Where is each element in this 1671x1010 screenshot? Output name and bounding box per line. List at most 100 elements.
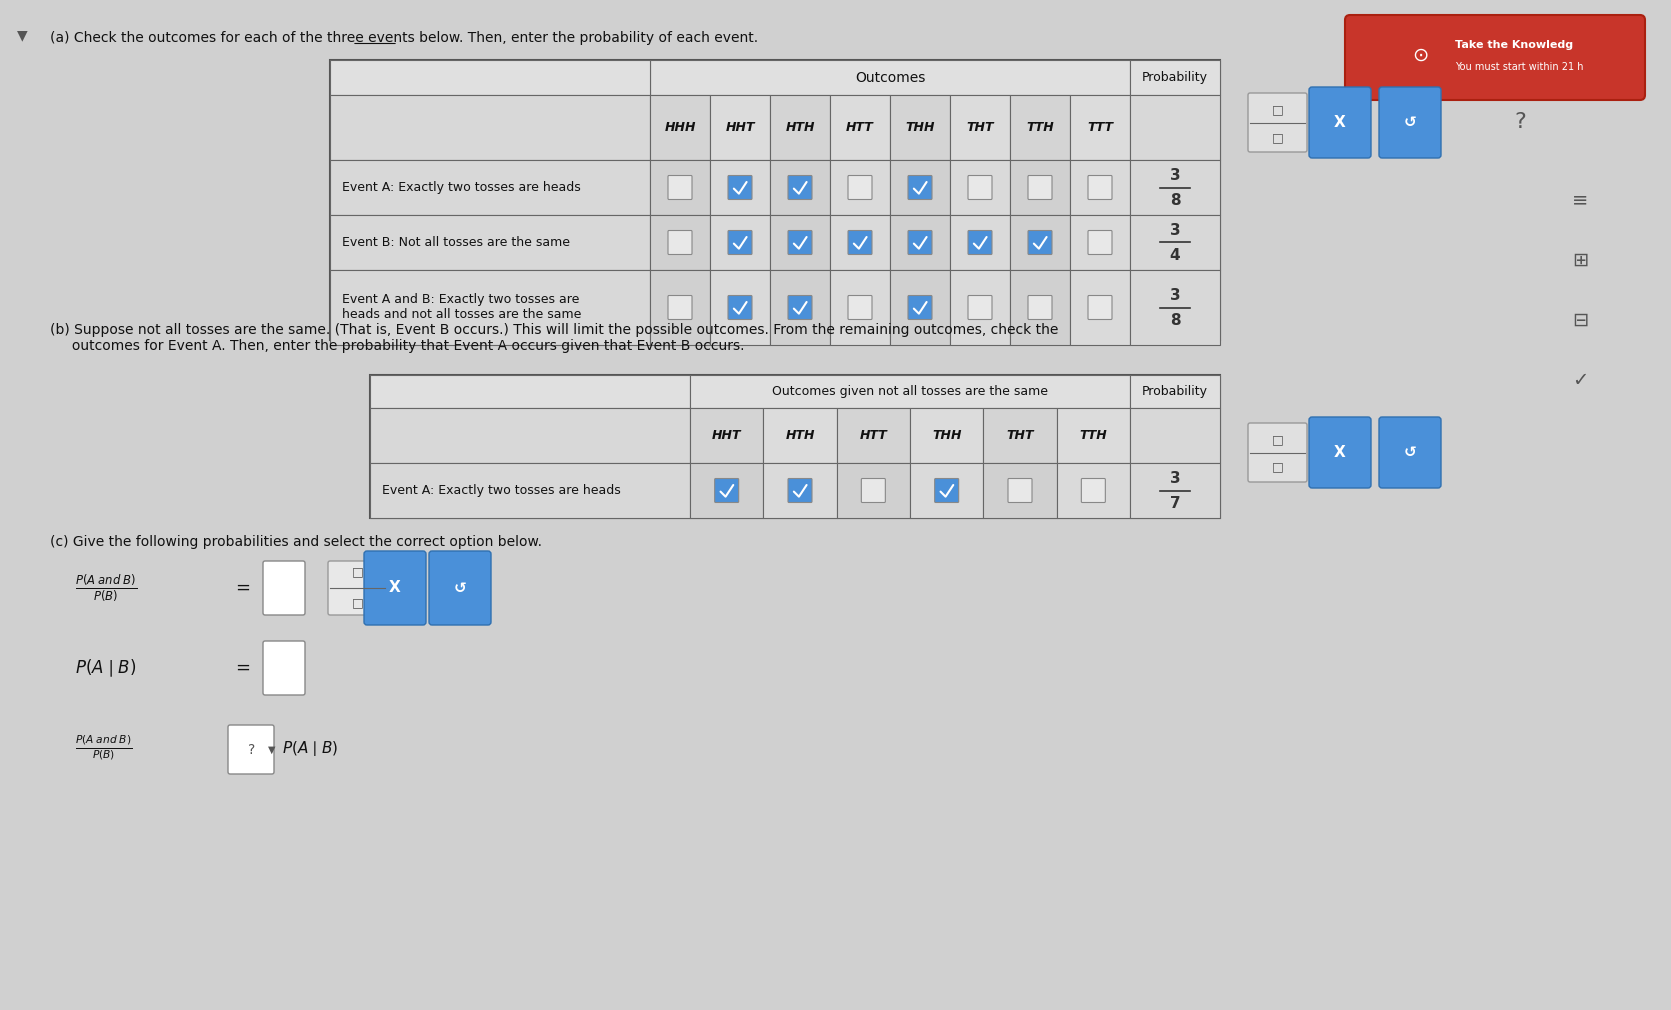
Bar <box>983 463 1056 518</box>
FancyBboxPatch shape <box>1345 15 1644 100</box>
Text: ≡: ≡ <box>1572 191 1587 209</box>
Text: 8: 8 <box>1170 193 1180 208</box>
Bar <box>690 375 1130 408</box>
FancyBboxPatch shape <box>934 479 959 503</box>
Text: HHT: HHT <box>712 429 742 442</box>
Bar <box>329 95 650 160</box>
Text: □: □ <box>1272 131 1283 144</box>
Bar <box>770 95 830 160</box>
FancyBboxPatch shape <box>1028 176 1053 200</box>
Bar <box>891 160 951 215</box>
Text: 3: 3 <box>1170 223 1180 238</box>
FancyBboxPatch shape <box>262 561 306 615</box>
FancyBboxPatch shape <box>227 725 274 774</box>
Bar <box>770 215 830 270</box>
Bar <box>329 215 650 270</box>
Text: Event A: Exactly two tosses are heads: Event A: Exactly two tosses are heads <box>383 484 620 497</box>
Bar <box>837 408 911 463</box>
Text: =: = <box>236 659 251 677</box>
Text: TTH: TTH <box>1026 121 1054 134</box>
Bar <box>710 270 770 345</box>
Bar <box>1069 160 1130 215</box>
Text: Event B: Not all tosses are the same: Event B: Not all tosses are the same <box>343 236 570 249</box>
Bar <box>770 160 830 215</box>
FancyBboxPatch shape <box>1248 423 1307 482</box>
Bar <box>837 463 911 518</box>
Text: $\frac{P(A \; and \; B)}{P(B)}$: $\frac{P(A \; and \; B)}{P(B)}$ <box>75 733 132 763</box>
FancyBboxPatch shape <box>1008 479 1033 503</box>
Bar <box>710 95 770 160</box>
Bar <box>1009 160 1069 215</box>
Text: 7: 7 <box>1170 496 1180 511</box>
FancyBboxPatch shape <box>729 176 752 200</box>
Bar <box>911 408 983 463</box>
Bar <box>1056 408 1130 463</box>
FancyBboxPatch shape <box>1081 479 1105 503</box>
Text: X: X <box>389 581 401 596</box>
Bar <box>710 215 770 270</box>
Text: □: □ <box>1272 103 1283 116</box>
Text: Outcomes given not all tosses are the same: Outcomes given not all tosses are the sa… <box>772 385 1048 398</box>
Text: ✓: ✓ <box>1572 371 1587 390</box>
Text: HHT: HHT <box>725 121 755 134</box>
Text: □: □ <box>351 597 363 609</box>
Bar <box>650 215 710 270</box>
Text: □: □ <box>1272 433 1283 446</box>
Text: 3: 3 <box>1170 471 1180 486</box>
FancyBboxPatch shape <box>789 296 812 319</box>
Bar <box>1130 60 1220 95</box>
Text: TTT: TTT <box>1088 121 1113 134</box>
Text: You must start within 21 h: You must start within 21 h <box>1455 62 1584 72</box>
Bar <box>830 95 891 160</box>
Bar <box>951 215 1009 270</box>
FancyBboxPatch shape <box>1088 230 1111 255</box>
Bar <box>764 463 837 518</box>
FancyBboxPatch shape <box>1379 417 1440 488</box>
FancyBboxPatch shape <box>1308 417 1370 488</box>
Text: ▼: ▼ <box>269 744 276 754</box>
Text: TTH: TTH <box>1079 429 1108 442</box>
Text: ▼: ▼ <box>17 28 27 42</box>
Text: Probability: Probability <box>1141 71 1208 84</box>
FancyBboxPatch shape <box>907 230 932 255</box>
Bar <box>369 463 690 518</box>
Bar <box>1130 95 1220 160</box>
Bar <box>710 160 770 215</box>
FancyBboxPatch shape <box>1028 296 1053 319</box>
Bar <box>911 463 983 518</box>
FancyBboxPatch shape <box>1028 230 1053 255</box>
Text: HTT: HTT <box>859 429 887 442</box>
FancyBboxPatch shape <box>789 230 812 255</box>
FancyBboxPatch shape <box>847 296 872 319</box>
FancyBboxPatch shape <box>729 230 752 255</box>
Bar <box>329 270 650 345</box>
FancyBboxPatch shape <box>847 230 872 255</box>
Bar <box>951 95 1009 160</box>
FancyBboxPatch shape <box>668 176 692 200</box>
Bar <box>830 215 891 270</box>
FancyBboxPatch shape <box>861 479 886 503</box>
Text: ?: ? <box>1514 112 1526 132</box>
FancyBboxPatch shape <box>789 479 812 503</box>
Text: HHH: HHH <box>665 121 695 134</box>
Bar <box>951 270 1009 345</box>
Bar <box>1130 375 1220 408</box>
Bar <box>1130 215 1220 270</box>
Bar <box>1069 215 1130 270</box>
FancyBboxPatch shape <box>847 176 872 200</box>
Bar <box>891 270 951 345</box>
Bar <box>770 270 830 345</box>
Text: ⊙: ⊙ <box>1412 45 1429 65</box>
Bar <box>1056 463 1130 518</box>
Bar <box>1069 95 1130 160</box>
Bar <box>1069 270 1130 345</box>
FancyBboxPatch shape <box>429 551 491 625</box>
FancyBboxPatch shape <box>789 176 812 200</box>
Text: ↺: ↺ <box>1404 445 1417 460</box>
FancyBboxPatch shape <box>1248 93 1307 152</box>
Text: Event A and B: Exactly two tosses are
heads and not all tosses are the same: Event A and B: Exactly two tosses are he… <box>343 294 582 321</box>
Bar <box>329 60 650 95</box>
Bar <box>329 160 650 215</box>
Text: □: □ <box>351 566 363 579</box>
Text: X: X <box>1333 445 1345 460</box>
